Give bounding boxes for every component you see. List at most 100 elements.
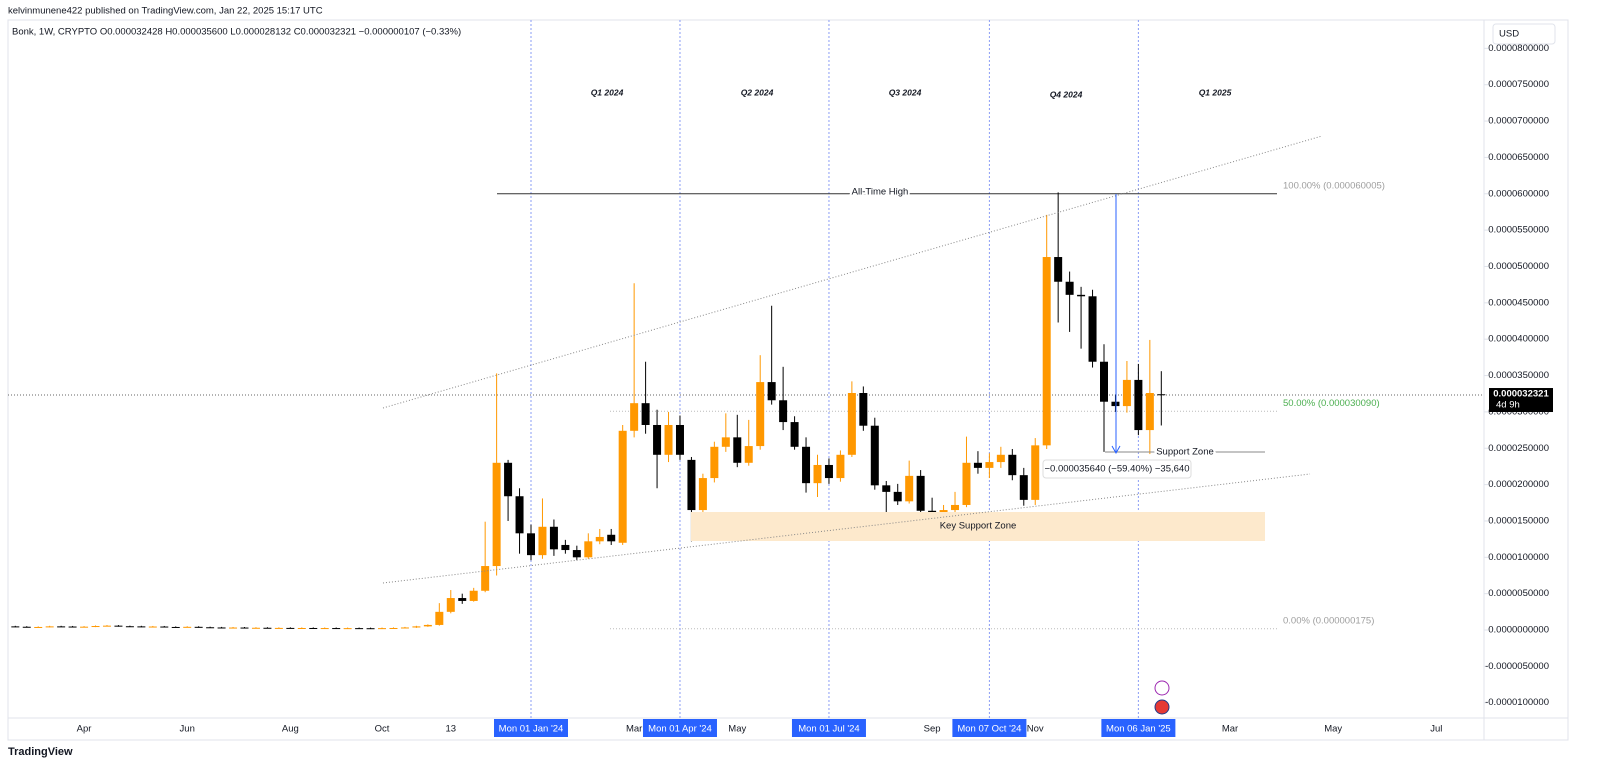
- x-tick-label: Sep: [924, 724, 941, 735]
- candle-body: [469, 590, 478, 601]
- y-tick-label: 0.0000000000: [1488, 625, 1549, 636]
- x-tick-label: Apr: [77, 724, 92, 735]
- candle-body: [1031, 445, 1040, 500]
- candle-body: [45, 626, 54, 628]
- candle-body: [630, 403, 639, 431]
- candle-body: [996, 454, 1005, 463]
- candle-body: [973, 462, 982, 468]
- last-price-label: 0.000032321: [1493, 389, 1549, 400]
- x-tick-label: Mon 01 Apr '24: [648, 724, 712, 735]
- quarter-label: Q3 2024: [889, 87, 922, 97]
- candle-body: [194, 626, 203, 628]
- measure-box: [1042, 459, 1192, 479]
- candle-body: [1157, 394, 1166, 396]
- candle-body: [595, 536, 604, 542]
- candle-body: [584, 541, 593, 558]
- date-highlight: [642, 719, 717, 737]
- candle-body: [1111, 401, 1120, 407]
- candle-body: [446, 598, 455, 612]
- candle-body: [721, 437, 730, 447]
- candle-body: [824, 464, 833, 479]
- symbol-info: Bonk, 1W, CRYPTO O0.000032428 H0.0000356…: [12, 27, 461, 38]
- quarter-label: Q1 2024: [591, 87, 624, 97]
- flag-icon[interactable]: [1154, 699, 1170, 715]
- candle-body: [481, 566, 490, 591]
- date-highlight: [1101, 719, 1176, 737]
- x-tick-label: Mar: [626, 724, 642, 735]
- candle-body: [664, 424, 673, 455]
- y-tick-label: 0.0000050000: [1488, 588, 1549, 599]
- candle-body: [653, 424, 662, 455]
- candle-body: [102, 625, 111, 627]
- candle-body: [435, 611, 444, 625]
- ath-label: All-Time High: [852, 186, 909, 197]
- plot-layer: [8, 20, 1484, 718]
- candle-body: [80, 626, 89, 628]
- candle-body: [125, 626, 134, 628]
- y-tick-label: 0.0000500000: [1488, 261, 1549, 272]
- fib-label: 0.00% (0.000000175): [1283, 615, 1374, 626]
- y-tick-label: 0.0000700000: [1488, 116, 1549, 127]
- x-tick-label: Jul: [1430, 724, 1442, 735]
- y-tick-label: 0.0000250000: [1488, 443, 1549, 454]
- y-tick-label: 0.0000650000: [1488, 152, 1549, 163]
- candle-body: [160, 626, 169, 628]
- y-tick-label: -0.0000100000: [1485, 697, 1549, 708]
- candle-body: [1088, 296, 1097, 362]
- candle-body: [57, 626, 66, 628]
- candle-body: [847, 392, 856, 455]
- candle-body: [137, 626, 146, 628]
- candle-body: [320, 628, 329, 630]
- support-zone-label: Support Zone: [1156, 447, 1214, 458]
- candle-body: [148, 626, 157, 628]
- candle-body: [1145, 392, 1154, 431]
- candle-body: [951, 504, 960, 511]
- candle-body: [1077, 294, 1086, 297]
- candle-body: [641, 403, 650, 425]
- candle-body: [412, 626, 421, 628]
- candle-body: [572, 550, 581, 558]
- candle-body: [962, 462, 971, 505]
- candle-body: [710, 446, 719, 479]
- brand: TradingView: [8, 746, 73, 758]
- candle-body: [1065, 281, 1074, 295]
- candle-body: [607, 534, 616, 542]
- candle-body: [527, 533, 535, 556]
- candle-body: [206, 627, 215, 629]
- candle-body: [515, 496, 524, 534]
- candle-body: [11, 626, 20, 628]
- candle-body: [504, 462, 513, 497]
- y-tick-label: 0.0000550000: [1488, 225, 1549, 236]
- x-tick-label: Nov: [1027, 724, 1044, 735]
- upper-trendline: [382, 135, 1323, 409]
- candle-body: [1008, 454, 1017, 476]
- x-tick-label: Jun: [180, 724, 195, 735]
- x-tick-label: Mar: [1222, 724, 1238, 735]
- candle-body: [675, 424, 684, 455]
- candle-body: [251, 627, 260, 629]
- candle-body: [458, 598, 467, 601]
- x-tick-label: Aug: [282, 724, 299, 735]
- date-highlight: [494, 719, 568, 737]
- event-icon[interactable]: [1154, 680, 1170, 696]
- candle-body: [859, 392, 868, 426]
- y-tick-label: 0.0000750000: [1488, 79, 1549, 90]
- candle-body: [790, 422, 799, 447]
- quarter-label: Q2 2024: [741, 87, 774, 97]
- currency-button[interactable]: [1492, 23, 1556, 45]
- lower-trendline: [382, 473, 1311, 584]
- candle-body: [492, 462, 501, 567]
- candle-body: [423, 624, 432, 627]
- candle-body: [802, 446, 811, 484]
- candle-body: [286, 627, 295, 629]
- currency: USD: [1499, 29, 1519, 40]
- quarter-label: Q1 2025: [1199, 87, 1232, 97]
- candle-body: [263, 627, 272, 629]
- candle-body: [836, 454, 845, 479]
- candle-body: [114, 625, 123, 627]
- candle-body: [400, 627, 409, 629]
- candle-body: [698, 478, 707, 511]
- candle-body: [893, 491, 902, 502]
- x-tick-label: Mon 01 Jan '24: [499, 724, 564, 735]
